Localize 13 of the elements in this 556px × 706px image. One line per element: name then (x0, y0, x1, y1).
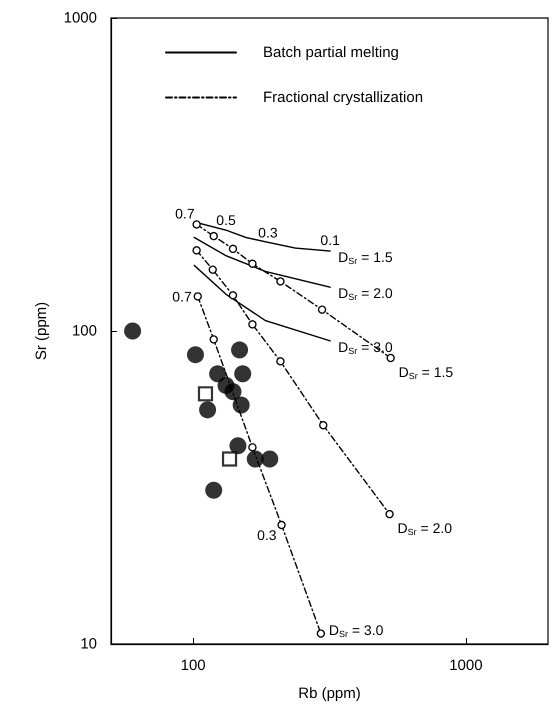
legend-label: Fractional crystallization (263, 89, 424, 106)
y-tick-label: 100 (72, 322, 97, 340)
annotation: 0.1 (320, 232, 340, 248)
y-axis-title: Sr (ppm) (33, 302, 50, 360)
legend-label: Batch partial melting (263, 44, 399, 61)
y-tick-label: 10 (80, 636, 97, 652)
annotation: 0.3 (258, 224, 278, 240)
annotation: 0.7 (172, 288, 192, 304)
annotation: 0.5 (216, 212, 236, 228)
x-axis-title: Rb (ppm) (298, 685, 361, 702)
annotation: 0.3 (257, 526, 277, 543)
y-tick-label: 1000 (64, 10, 97, 26)
annotation: 0.7 (175, 206, 195, 222)
